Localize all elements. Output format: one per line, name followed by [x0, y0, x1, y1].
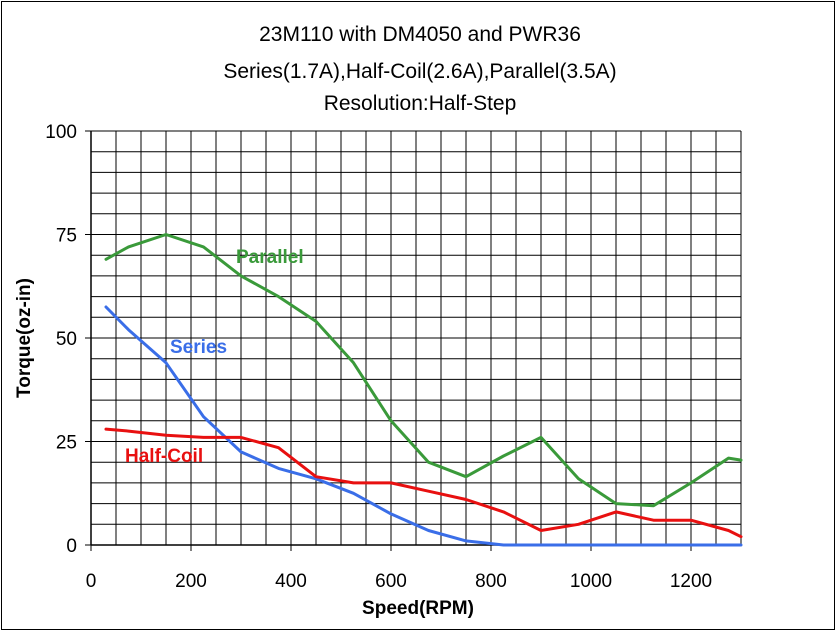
y-axis-label: Torque(oz-in)	[14, 278, 35, 398]
x-tick-label: 1000	[570, 571, 612, 592]
series-line-half-coil	[104, 427, 743, 539]
x-tick-label: 600	[375, 571, 407, 592]
y-tick-label: 50	[56, 329, 77, 350]
chart-title-line-3: Resolution:Half-Step	[323, 92, 517, 115]
series-lines	[104, 233, 743, 547]
series-label-parallel: Parallel	[236, 247, 304, 268]
y-tick-label: 75	[56, 226, 77, 247]
x-tick-label: 200	[175, 571, 207, 592]
chart-title-line-1: 23M110 with DM4050 and PWR36	[259, 23, 581, 46]
chart-title-line-2: Series(1.7A),Half-Coil(2.6A),Parallel(3.…	[223, 60, 617, 83]
series-line-parallel	[104, 233, 743, 508]
x-tick-label: 1200	[670, 571, 712, 592]
series-labels: Parallel Series Half-Coil	[125, 247, 304, 467]
y-tick-label: 25	[56, 433, 77, 454]
grid	[91, 130, 742, 545]
x-axis-label: Speed(RPM)	[362, 598, 474, 619]
series-line-series	[104, 305, 743, 547]
series-label-half-coil: Half-Coil	[125, 446, 203, 467]
x-tick-label: 800	[475, 571, 507, 592]
series-label-series: Series	[170, 337, 227, 358]
x-tick-label: 400	[275, 571, 307, 592]
y-tick-label: 0	[66, 536, 77, 557]
y-tick-label: 100	[45, 122, 77, 143]
x-tick-label: 0	[86, 571, 97, 592]
